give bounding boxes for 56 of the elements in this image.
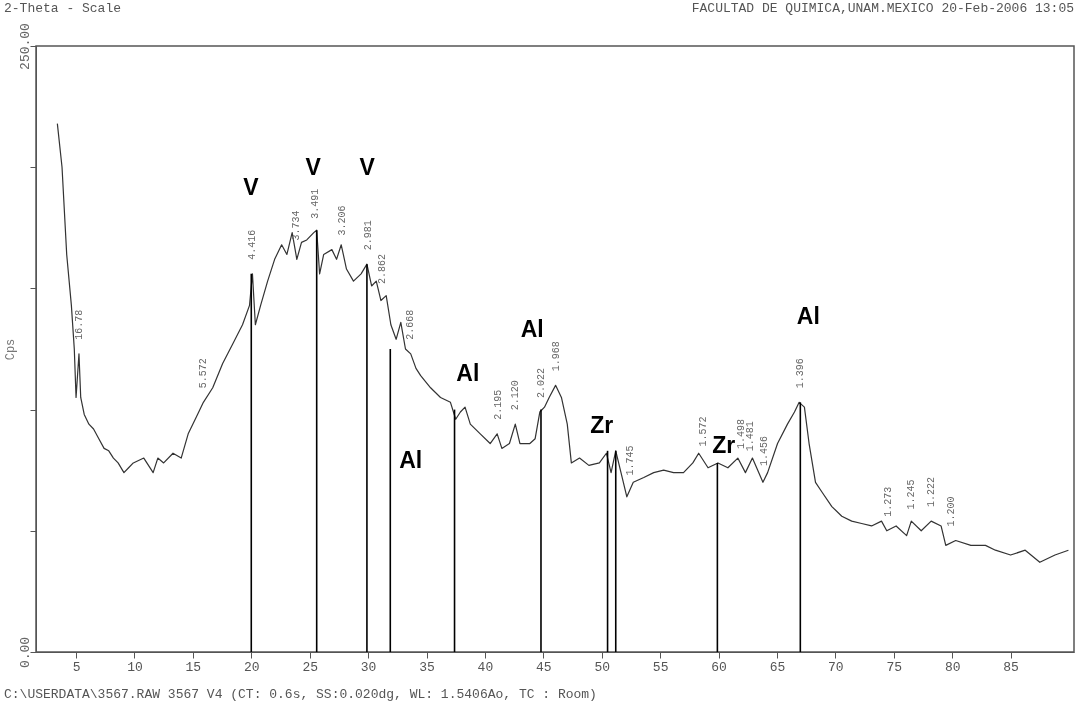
annotation: Zr	[712, 431, 736, 458]
annotation: 1.273	[882, 486, 894, 517]
x-tick-label: 25	[302, 659, 318, 675]
annotation: Al	[520, 315, 544, 342]
annotation: 1.456	[758, 435, 770, 466]
annotation: 3.734	[290, 210, 302, 241]
annotation: 1.481	[744, 421, 756, 452]
x-tick-label: 60	[711, 659, 727, 675]
annotation: 1.498	[735, 418, 747, 449]
annotation: 1.245	[905, 479, 917, 510]
annotation: 2.981	[362, 220, 374, 251]
annotation: 2.022	[535, 368, 547, 399]
annotation: Al	[399, 446, 423, 473]
annotation: 2.120	[510, 380, 522, 411]
x-tick-label: 30	[360, 659, 377, 675]
annotation: V	[305, 154, 322, 181]
annotation: 1.396	[795, 358, 807, 389]
x-tick-label: 65	[769, 659, 786, 675]
x-tick-label: 35	[419, 659, 435, 675]
annotation: 1.200	[945, 496, 957, 527]
annotation: Zr	[590, 411, 614, 438]
x-tick-label: 15	[185, 659, 202, 675]
annotation: 2.195	[492, 389, 504, 420]
text: C:\USERDATA\3567.RAW 3567 V4 (CT: 0.6s, SS:0.020dg, WL: 1.5406Ao, TC : Room)	[4, 687, 597, 702]
annotation: 2.668	[404, 309, 416, 340]
annotation: 1.745	[624, 445, 636, 476]
annotation: Al	[456, 359, 480, 386]
x-tick-label: 85	[1003, 659, 1019, 675]
x-tick-label: 80	[944, 659, 961, 675]
x-tick-label: 45	[536, 659, 552, 675]
annotation: 3.491	[310, 188, 322, 219]
annotation: V	[243, 173, 260, 200]
x-tick-label: 75	[886, 659, 903, 675]
y-tick-label: 0.00	[17, 636, 33, 669]
annotation: 1.222	[925, 477, 937, 508]
line-series	[56, 122, 1070, 563]
x-tick-label: 50	[594, 659, 611, 675]
x-tick-label: 70	[828, 659, 844, 675]
annotation: 1.572	[698, 416, 710, 447]
x-tick-label: 55	[652, 659, 669, 675]
annotation: 5.572	[198, 358, 210, 389]
y-tick-label: 250.00	[17, 23, 33, 70]
x-tick-label: 10	[127, 659, 143, 675]
x-tick-label: 5	[72, 659, 81, 675]
annotation: Al	[796, 302, 820, 329]
annotation: 16.78	[74, 309, 86, 340]
x-tick-label: 20	[243, 659, 260, 675]
annotation: 1.968	[551, 341, 563, 372]
annotation: 4.416	[247, 229, 259, 260]
annotation: 2.862	[377, 254, 389, 285]
y-axis-title: Cps	[3, 338, 18, 361]
annotation: 3.206	[337, 205, 349, 236]
chart-title: 2-Theta - Scale	[4, 1, 122, 16]
chart-subtitle: FACULTAD DE QUIMICA,UNAM.MEXICO 20-Feb-2006 13:05	[691, 1, 1074, 16]
x-tick-label: 40	[477, 659, 494, 675]
annotation: V	[359, 154, 376, 181]
